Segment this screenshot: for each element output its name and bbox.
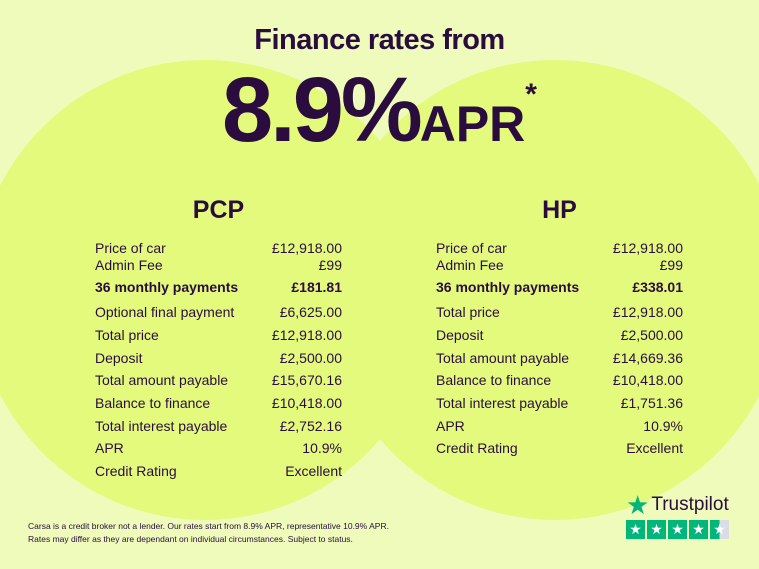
row-value: £338.01 xyxy=(632,279,683,295)
row-value: Excellent xyxy=(285,463,342,480)
table-row: Deposit £2,500.00 xyxy=(436,324,683,347)
trustpilot-rating: ★ ★ ★ ★ ★ xyxy=(626,520,729,539)
disclaimer: Carsa is a credit broker not a lender. O… xyxy=(28,520,389,546)
row-label: 36 monthly payments xyxy=(95,279,239,295)
row-value: £12,918.00 xyxy=(612,304,683,321)
rate-value: 8.9% xyxy=(222,59,423,161)
row-value: 10.9% xyxy=(643,417,683,434)
row-label: Total amount payable xyxy=(436,349,570,366)
background-circle-right xyxy=(325,60,759,520)
pcp-table: PCP Price of car £12,918.00 Admin Fee £99 36… xyxy=(95,196,342,483)
table-row: Admin Fee £99 xyxy=(95,256,342,273)
row-label: Admin Fee xyxy=(95,256,163,273)
row-label: APR xyxy=(436,417,465,434)
row-label: Optional final payment xyxy=(95,304,235,321)
row-label: Total price xyxy=(436,304,500,321)
headline: Finance rates from xyxy=(254,24,505,56)
row-value: £1,751.36 xyxy=(620,395,683,412)
row-value: £2,500.00 xyxy=(279,349,342,366)
table-row: APR 10.9% xyxy=(436,414,683,437)
table-row: 36 monthly payments £181.81 xyxy=(95,273,342,301)
rating-star-icon: ★ xyxy=(668,520,687,539)
row-label: Total interest payable xyxy=(95,417,228,434)
rating-star-icon: ★ xyxy=(626,520,645,539)
row-value: £6,625.00 xyxy=(279,304,342,321)
table-row: Total price £12,918.00 xyxy=(95,324,342,347)
table-row: Price of car £12,918.00 xyxy=(436,239,683,256)
row-value: £12,918.00 xyxy=(271,327,342,344)
rate-unit: APR xyxy=(419,96,526,152)
trustpilot-star-icon: ★ xyxy=(626,490,650,520)
disclaimer-line: Rates may differ as they are dependant o… xyxy=(28,534,353,544)
table-row: Admin Fee £99 xyxy=(436,256,683,273)
row-label: Credit Rating xyxy=(95,463,177,480)
row-value: £14,669.36 xyxy=(612,349,683,366)
trustpilot-label: Trustpilot xyxy=(651,494,729,515)
table-row: Total amount payable £15,670.16 xyxy=(95,369,342,392)
row-value: £2,500.00 xyxy=(620,327,683,344)
table-row: Balance to finance £10,418.00 xyxy=(95,392,342,415)
row-label: 36 monthly payments xyxy=(436,279,580,295)
pcp-title: PCP xyxy=(192,196,245,224)
rating-star-icon: ★ xyxy=(689,520,708,539)
table-row: APR 10.9% xyxy=(95,437,342,460)
table-row: Credit Rating Excellent xyxy=(436,437,683,460)
trustpilot-badge[interactable]: ★ Trustpilot ★ ★ ★ ★ ★ xyxy=(626,490,729,539)
table-row: Credit Rating Excellent xyxy=(95,460,342,483)
table-row: 36 monthly payments £338.01 xyxy=(436,273,683,301)
row-value: Excellent xyxy=(626,440,683,457)
row-label: Total amount payable xyxy=(95,372,229,389)
row-value: £99 xyxy=(659,256,683,273)
row-label: Total price xyxy=(95,327,159,344)
row-value: £15,670.16 xyxy=(271,372,342,389)
rating-star-icon: ★ xyxy=(710,520,729,539)
row-label: Deposit xyxy=(436,327,484,344)
rate-asterisk: * xyxy=(525,78,537,111)
row-label: Balance to finance xyxy=(436,372,552,389)
row-value: £12,918.00 xyxy=(612,239,683,256)
row-label: Credit Rating xyxy=(436,440,518,457)
table-row: Balance to finance £10,418.00 xyxy=(436,369,683,392)
table-row: Total interest payable £2,752.16 xyxy=(95,414,342,437)
disclaimer-line: Carsa is a credit broker not a lender. O… xyxy=(28,521,389,531)
row-label: Deposit xyxy=(95,349,143,366)
table-row: Total amount payable £14,669.36 xyxy=(436,346,683,369)
table-row: Optional final payment £6,625.00 xyxy=(95,301,342,324)
rate-display: 8.9%APR* xyxy=(0,58,759,163)
row-label: Price of car xyxy=(95,239,166,256)
table-row: Price of car £12,918.00 xyxy=(95,239,342,256)
row-label: Total interest payable xyxy=(436,395,569,412)
hp-table: HP Price of car £12,918.00 Admin Fee £99 36 … xyxy=(436,196,683,460)
table-row: Deposit £2,500.00 xyxy=(95,346,342,369)
row-value: £99 xyxy=(318,256,342,273)
row-label: APR xyxy=(95,440,124,457)
row-label: Price of car xyxy=(436,239,507,256)
table-row: Total interest payable £1,751.36 xyxy=(436,392,683,415)
row-value: £12,918.00 xyxy=(271,239,342,256)
row-label: Admin Fee xyxy=(436,256,504,273)
row-value: £10,418.00 xyxy=(271,395,342,412)
hp-title: HP xyxy=(542,196,577,224)
row-value: £2,752.16 xyxy=(279,417,342,434)
rating-star-icon: ★ xyxy=(647,520,666,539)
row-label: Balance to finance xyxy=(95,395,211,412)
row-value: 10.9% xyxy=(302,440,342,457)
row-value: £181.81 xyxy=(291,279,342,295)
row-value: £10,418.00 xyxy=(612,372,683,389)
table-row: Total price £12,918.00 xyxy=(436,301,683,324)
